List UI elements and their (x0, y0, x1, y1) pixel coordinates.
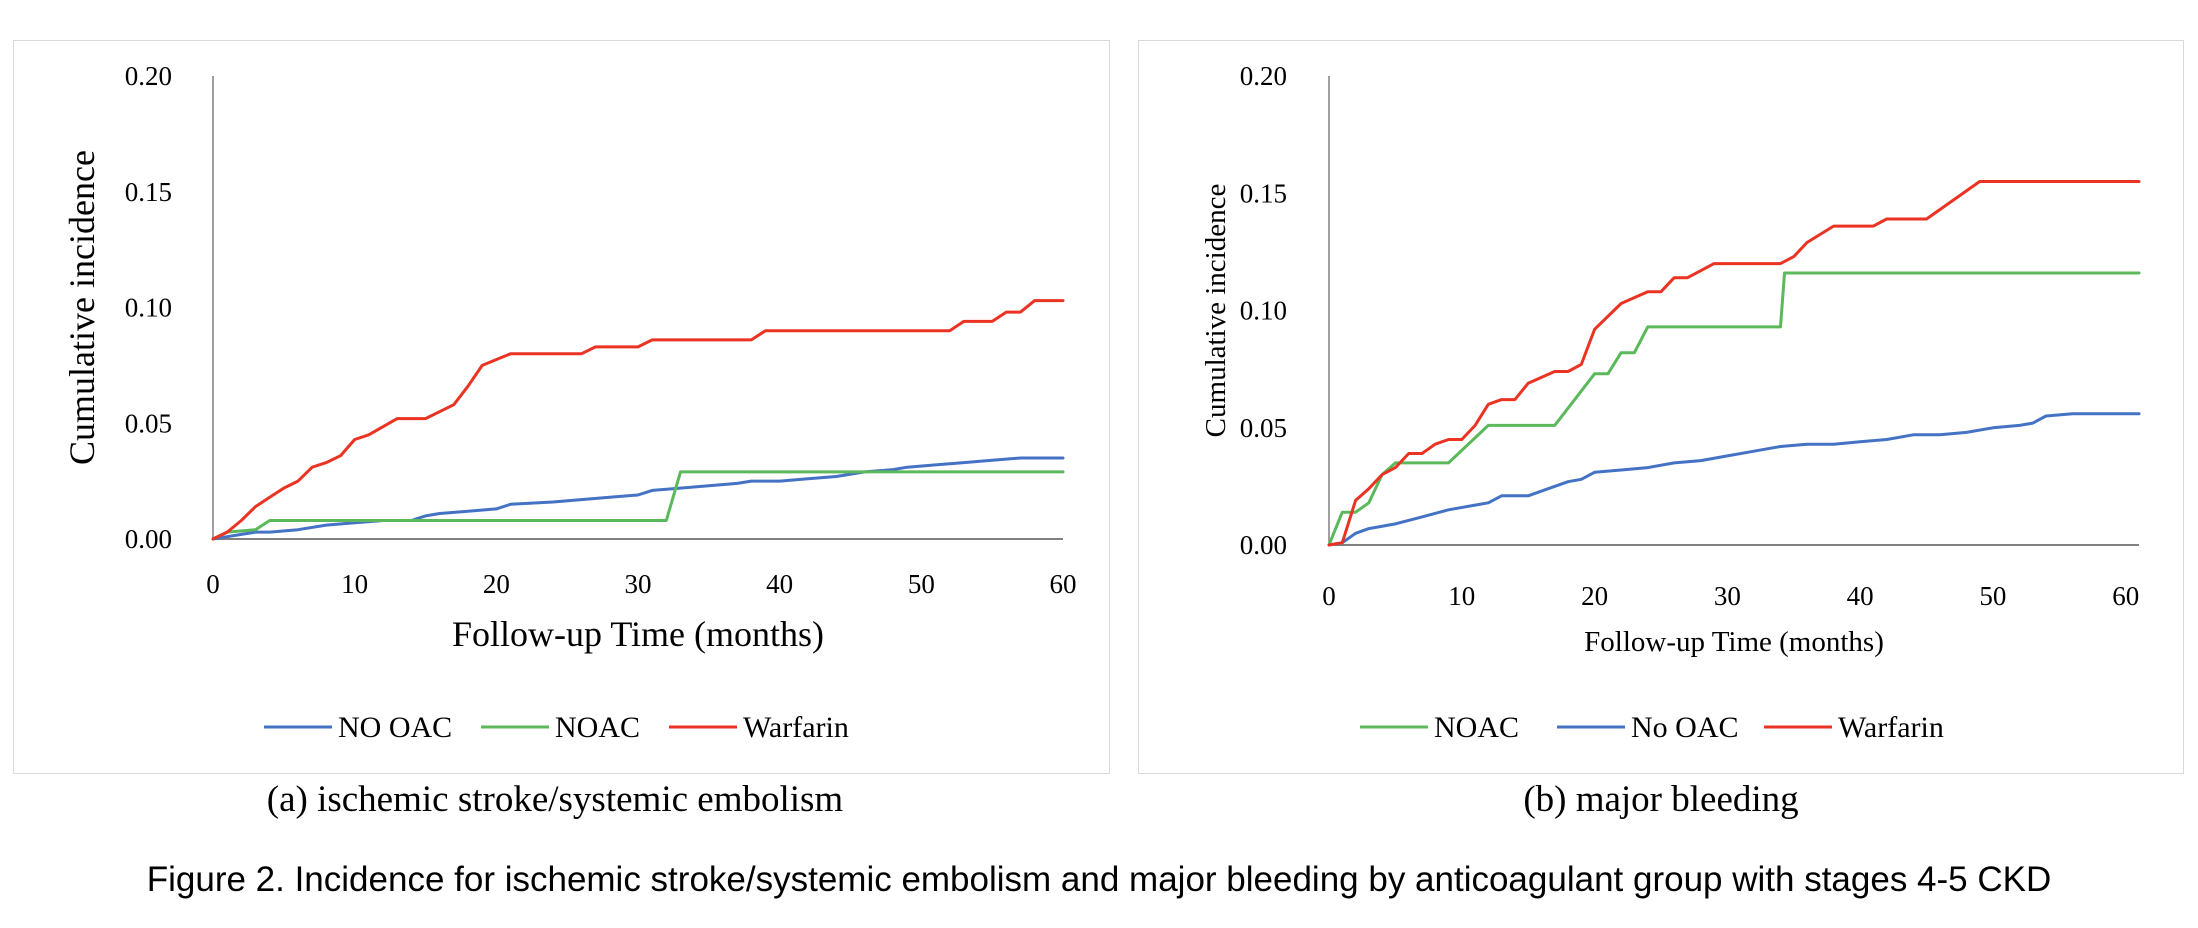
chart-b-y-tick-label: 0.00 (1240, 530, 1287, 560)
chart-b-svg: 0.00 0.05 0.10 0.15 0.20 0 10 20 30 40 50 60 Follow-… (1200, 61, 2141, 744)
chart-b-legend-item: NOAC (1360, 711, 1519, 744)
chart-b-legend-label: No OAC (1631, 711, 1739, 744)
chart-b-series-line-noac (1327, 271, 2141, 547)
chart-a-y-tick-label: 0.10 (125, 293, 172, 323)
chart-b-caption: (b) major bleeding (1523, 779, 1799, 820)
chart-panel-a: 0.00 0.05 0.10 0.15 0.20 0 10 20 30 40 50 60 Follow-… (13, 40, 1110, 774)
chart-b-x-tick-label: 20 (1581, 581, 1608, 611)
chart-b-series-line-no-oac (1327, 412, 2141, 547)
chart-a-x-tick-label: 60 (1050, 569, 1077, 599)
chart-a-legend-item: Warfarin (669, 711, 849, 744)
chart-b-x-tick-label: 40 (1847, 581, 1874, 611)
chart-a-series-line-noac (211, 470, 1065, 541)
chart-a-x-axis-title: Follow-up Time (months) (452, 614, 824, 654)
figure-caption: Figure 2. Incidence for ischemic stroke/… (146, 860, 2052, 899)
chart-a-y-tick-label: 0.05 (125, 408, 172, 438)
chart-a-x-tick-label: 10 (341, 569, 368, 599)
chart-a-x-tick-label: 0 (206, 569, 220, 599)
chart-a-x-tick-label: 40 (766, 569, 793, 599)
chart-a-caption: (a) ischemic stroke/systemic embolism (266, 779, 844, 820)
chart-a-y-tick-label: 0.15 (125, 177, 172, 207)
chart-a-legend-item: NOAC (481, 711, 640, 744)
chart-b-y-tick-label: 0.15 (1240, 178, 1287, 208)
chart-b-x-tick-label: 30 (1714, 581, 1741, 611)
chart-b-y-axis-title: Cumulative incidence (1200, 184, 1232, 438)
chart-a-y-tick-label: 0.00 (125, 524, 172, 554)
chart-b-legend-label: Warfarin (1838, 711, 1944, 744)
chart-a-y-tick-label: 0.20 (125, 61, 172, 91)
chart-a-series-line-warfarin (211, 299, 1065, 541)
chart-b-legend-label: NOAC (1434, 711, 1519, 744)
chart-a-x-tick-label: 30 (625, 569, 652, 599)
chart-b-x-tick-label: 50 (1979, 581, 2006, 611)
chart-a-legend-label: Warfarin (743, 711, 849, 744)
chart-a-legend-label: NO OAC (338, 711, 452, 744)
chart-a-x-tick-label: 20 (483, 569, 510, 599)
chart-b-x-axis-title: Follow-up Time (months) (1584, 626, 1884, 658)
chart-a-y-axis-title: Cumulative incidence (62, 150, 102, 465)
chart-a-legend-item: NO OAC (264, 711, 452, 744)
chart-b-legend-item: Warfarin (1764, 711, 1944, 744)
chart-b-x-tick-label: 10 (1448, 581, 1475, 611)
chart-b-x-tick-label: 0 (1322, 581, 1336, 611)
chart-b-legend-item: No OAC (1557, 711, 1739, 744)
chart-a-svg: 0.00 0.05 0.10 0.15 0.20 0 10 20 30 40 50 60 Follow-… (62, 61, 1077, 744)
chart-b-series-line-warfarin (1327, 180, 2141, 547)
chart-a-series-line-no-oac (211, 456, 1065, 541)
chart-a-x-tick-label: 50 (908, 569, 935, 599)
chart-a-legend-label: NOAC (555, 711, 640, 744)
chart-b-y-tick-label: 0.20 (1240, 61, 1287, 91)
chart-b-x-tick-label: 60 (2112, 581, 2139, 611)
chart-b-y-tick-label: 0.05 (1240, 413, 1287, 443)
chart-panel-b: 0.00 0.05 0.10 0.15 0.20 0 10 20 30 40 50 60 Follow-… (1138, 40, 2184, 774)
chart-b-y-tick-label: 0.10 (1240, 296, 1287, 326)
